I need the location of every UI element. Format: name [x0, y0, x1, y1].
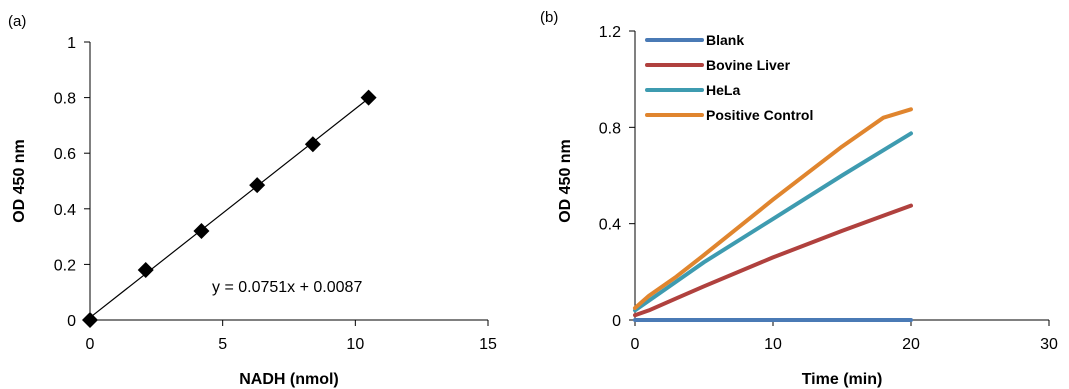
x-tick-label: 0	[86, 336, 95, 353]
x-tick-label: 0	[631, 336, 640, 353]
panel-b-x-ticks: 0 10 20 30	[631, 320, 1058, 353]
panel-b-y-axis-title: OD 450 nm	[557, 139, 574, 223]
panel-b-y-ticks: 0 0.4 0.8 1.2	[599, 24, 635, 330]
data-point	[304, 136, 321, 153]
y-tick-label: 0	[612, 313, 621, 330]
legend: Blank Bovine Liver HeLa Positive Control	[645, 32, 813, 123]
x-tick-label: 20	[902, 336, 920, 353]
panel-a-y-ticks: 0 0.2 0.4 0.6 0.8 1	[54, 35, 90, 330]
x-tick-label: 10	[346, 336, 364, 353]
trendline	[89, 97, 369, 319]
trendline-equation: y = 0.0751x + 0.0087	[212, 279, 362, 296]
panel-a-y-axis-title: OD 450 nm	[11, 139, 28, 223]
legend-label: Positive Control	[706, 107, 813, 123]
y-tick-label: 0.8	[54, 91, 76, 108]
x-tick-label: 5	[218, 336, 227, 353]
panel-a-x-axis-title: NADH (nmol)	[239, 371, 339, 388]
data-point	[249, 177, 266, 194]
y-tick-label: 0.6	[54, 146, 76, 163]
y-tick-label: 1	[67, 35, 76, 52]
y-tick-label: 0.2	[54, 257, 76, 274]
x-tick-label: 10	[764, 336, 782, 353]
y-tick-label: 0.4	[599, 217, 621, 234]
series-line-hela	[633, 131, 913, 313]
x-tick-label: 15	[479, 336, 497, 353]
panel-a-label: (a)	[8, 13, 26, 30]
panel-a-x-ticks: 0 5 10 15	[86, 320, 497, 353]
chart-panel-a: (a) 0 0.2 0.4 0.6 0.8 1 0 5 10 15 y = 0.0751x + …	[8, 13, 497, 388]
legend-label: Bovine Liver	[706, 57, 791, 73]
panel-b-label: (b)	[540, 9, 558, 26]
panel-b-series	[633, 107, 913, 322]
y-tick-label: 0.4	[54, 202, 76, 219]
y-tick-label: 0	[67, 313, 76, 330]
x-tick-label: 30	[1040, 336, 1058, 353]
data-point	[193, 223, 210, 240]
legend-label: Blank	[706, 32, 744, 48]
series-line-bovine-liver	[633, 203, 913, 318]
panel-a-points	[82, 89, 377, 328]
legend-label: HeLa	[706, 82, 740, 98]
y-tick-label: 1.2	[599, 24, 621, 41]
data-point	[82, 312, 98, 328]
series-line-positive-control	[633, 107, 913, 310]
data-point	[137, 261, 154, 278]
y-tick-label: 0.8	[599, 120, 621, 137]
data-point	[360, 89, 377, 106]
panel-b-x-axis-title: Time (min)	[802, 371, 883, 388]
chart-panel-b: (b) 0 0.4 0.8 1.2 0 10 20 30 Blank Bovine Liver…	[540, 9, 1058, 388]
